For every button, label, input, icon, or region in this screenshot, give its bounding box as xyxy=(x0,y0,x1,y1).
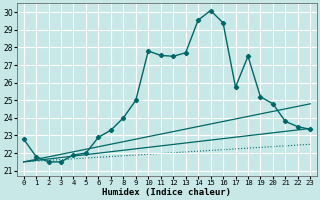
X-axis label: Humidex (Indice chaleur): Humidex (Indice chaleur) xyxy=(102,188,231,197)
